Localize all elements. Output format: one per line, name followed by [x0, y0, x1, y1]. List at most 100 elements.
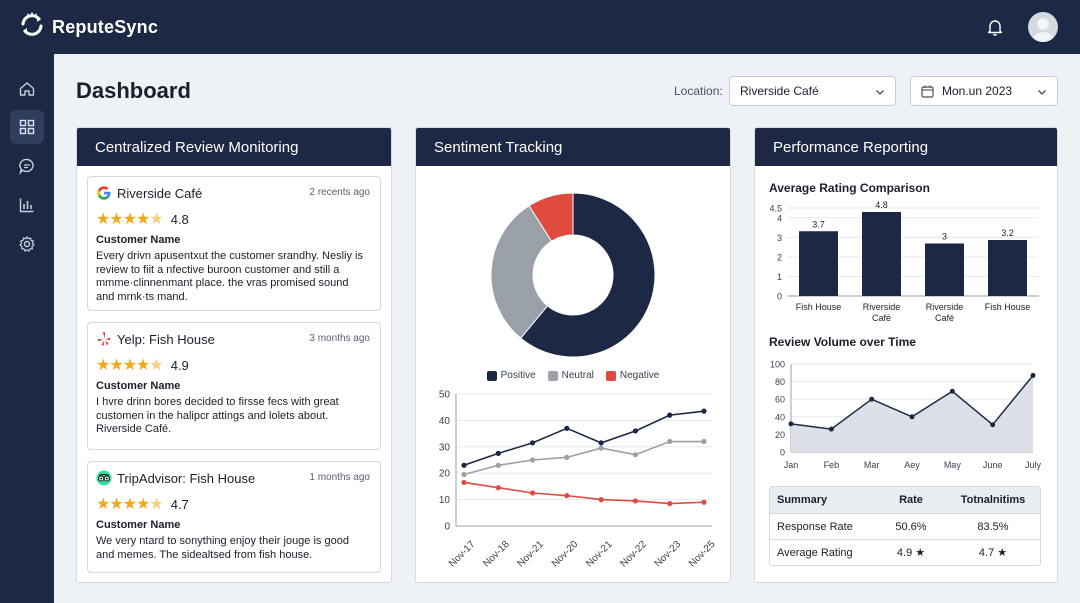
y-tick-label: 100 — [770, 360, 785, 370]
calendar-icon — [921, 85, 934, 98]
rating-value: 4.8 — [170, 211, 189, 227]
sidebar — [0, 54, 54, 603]
legend-label: Negative — [619, 370, 660, 381]
legend-item: Neutral — [547, 370, 594, 381]
data-point — [598, 497, 604, 503]
data-point — [598, 445, 604, 451]
data-point — [667, 438, 673, 445]
data-point — [598, 440, 604, 446]
data-point — [632, 498, 639, 504]
data-point — [564, 493, 570, 499]
review-line: Every drivn apusentxut the customer sran… — [96, 250, 363, 262]
page-title: Dashboard — [76, 78, 191, 103]
star-rating: ★★★★ ★ 4.8 — [96, 209, 189, 229]
card-title: Performance Reporting — [755, 128, 1057, 166]
data-point — [949, 388, 955, 394]
brand[interactable]: ReputeSync — [18, 11, 158, 44]
row-label: Average Rating — [777, 546, 853, 559]
y-tick-label: 2 — [777, 252, 782, 262]
data-point — [701, 499, 707, 505]
series-line-positive — [463, 410, 705, 467]
bar-value-label: 3 — [942, 232, 947, 242]
review-text: Every drivn apusentxut the customer sran… — [96, 250, 378, 304]
review-line: review to fiit a nfective buroon custome… — [96, 263, 340, 276]
star-icon: ★★★★ — [96, 357, 150, 374]
review-card[interactable]: Riverside Café 2 recents ago ★★★★ ★ 4.8 C… — [87, 176, 381, 311]
row-rate: 4.9 ★ — [896, 547, 926, 559]
star-icon: ★★★★ — [96, 496, 150, 513]
avatar[interactable] — [1028, 12, 1058, 42]
brand-name: ReputeSync — [52, 16, 159, 37]
logo-icon — [18, 11, 46, 44]
rating-value: 4.9 — [170, 357, 189, 373]
location-label: Location: — [674, 84, 723, 98]
donut-slice-neutral — [490, 205, 553, 339]
y-tick-label: 60 — [775, 395, 785, 405]
review-source: Yelp: Fish House — [117, 331, 215, 347]
x-tick-label: July — [1025, 460, 1042, 470]
row-total: 4.7 ★ — [978, 547, 1008, 559]
y-tick-label: 0 — [777, 292, 782, 302]
x-tick-label: Café — [872, 313, 891, 323]
y-tick-label: 50 — [439, 390, 451, 401]
review-source: Riverside Café — [117, 185, 203, 201]
data-point — [869, 396, 875, 402]
review-line: customen in the halipcr attings and lole… — [96, 409, 329, 422]
data-point — [495, 485, 501, 491]
summary-table: Summary Rate Totnalnitims Response Rate … — [769, 486, 1041, 566]
y-tick-label: 20 — [439, 469, 451, 480]
google-icon — [96, 185, 112, 201]
bar — [799, 231, 838, 296]
row-label: Response Rate — [777, 520, 853, 533]
x-tick-label: Café — [935, 313, 954, 323]
bar-chart-icon[interactable] — [10, 188, 44, 222]
bar-value-label: 4.8 — [875, 200, 888, 210]
review-time: 3 months ago — [309, 333, 370, 344]
star-rating: ★★★★ ★ 4.9 — [96, 355, 189, 375]
review-card[interactable]: TripAdvisor: Fish House 1 months ago ★★★… — [87, 461, 381, 573]
bell-icon[interactable] — [978, 10, 1012, 44]
data-point — [495, 450, 501, 456]
review-text: I hvre drinn bores decided to firsse fec… — [96, 396, 378, 437]
review-card[interactable]: Yelp: Fish House 3 months ago ★★★★ ★ 4.9 … — [87, 322, 381, 450]
y-tick-label: 30 — [439, 442, 451, 453]
line-chart-title: Review Volume over Time — [769, 335, 916, 349]
location-select[interactable]: Riverside Café — [729, 76, 896, 106]
y-tick-label: 3 — [777, 233, 782, 243]
data-point — [529, 457, 536, 463]
x-tick-label: Mar — [864, 460, 880, 470]
date-select[interactable]: Mon.un 2023 — [910, 76, 1058, 106]
review-line: Riverside Café. — [96, 423, 172, 435]
x-tick-label: Nov-23 — [653, 539, 684, 570]
legend-item: Positive — [486, 370, 536, 381]
data-point — [667, 500, 673, 507]
donut-slice-positive — [520, 192, 656, 358]
table-row: Response Rate 50.6% 83.5% — [770, 513, 1040, 539]
top-bar: ReputeSync — [0, 0, 1080, 54]
y-tick-label: 20 — [775, 430, 785, 440]
table-header: Summary Rate Totnalnitims — [770, 487, 1040, 513]
sentiment-donut-chart — [490, 192, 656, 358]
gear-icon[interactable] — [10, 227, 44, 261]
data-point — [909, 414, 915, 420]
series-line-neutral — [463, 440, 704, 476]
column-header: Summary — [777, 494, 828, 506]
grid-icon[interactable] — [10, 110, 44, 144]
data-point — [828, 426, 834, 432]
x-tick-label: Nov-22 — [618, 539, 649, 570]
customer-name: Customer Name — [96, 380, 181, 392]
data-point — [461, 462, 467, 468]
review-time: 2 recents ago — [309, 187, 370, 198]
chat-icon[interactable] — [10, 149, 44, 183]
star-icon: ★★★★ — [96, 211, 150, 228]
x-tick-label: June — [983, 460, 1003, 470]
performance-card: Performance Reporting Average Rating Com… — [754, 127, 1058, 583]
rating-value: 4.7 — [170, 496, 189, 512]
legend-item: Negative — [605, 370, 660, 381]
x-tick-label: Nov-18 — [481, 539, 512, 570]
table-row: Average Rating 4.9 ★ 4.7 ★ — [770, 539, 1040, 565]
home-icon[interactable] — [10, 72, 44, 106]
x-tick-label: May — [944, 460, 962, 470]
